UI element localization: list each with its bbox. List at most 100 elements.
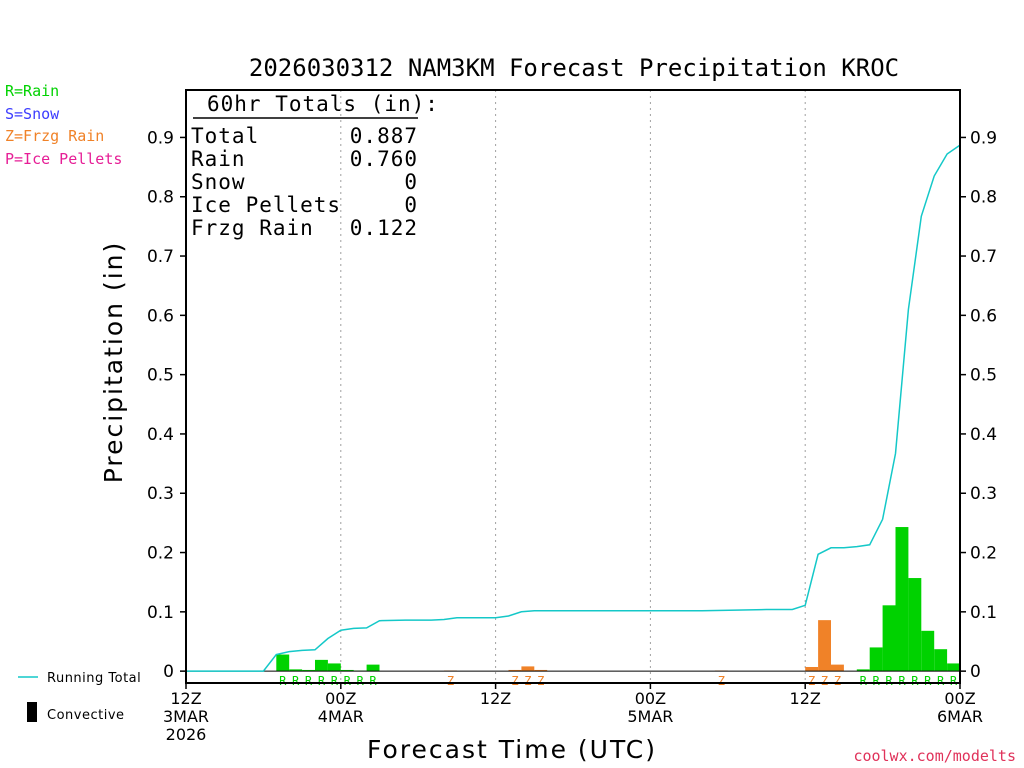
- totals-row-snow: Snow 0: [191, 170, 418, 194]
- totals-value: 0: [404, 170, 418, 194]
- precip-bars: [276, 527, 960, 672]
- y-ticks-right: 0 0.1 0.2 0.3 0.4 0.5 0.6 0.7 0.8 0.9: [960, 128, 997, 682]
- precip-bar: [366, 664, 380, 672]
- precip-bar: [934, 649, 948, 672]
- totals-label: Snow: [191, 170, 246, 194]
- plot-frame: [185, 89, 961, 684]
- convective-label: Convective: [47, 708, 125, 723]
- precip-bar: [818, 620, 831, 672]
- precip-bar: [289, 669, 303, 672]
- precip-bar: [340, 669, 354, 672]
- precip-bar: [534, 669, 548, 672]
- precip-bar: [521, 666, 535, 672]
- type-marker: Z: [524, 674, 531, 688]
- chart-title: 2026030312 NAM3KM Forecast Precipitation…: [249, 54, 899, 82]
- totals-value: 0.760: [350, 147, 418, 171]
- totals-value: 0: [404, 193, 418, 217]
- type-marker: R: [937, 674, 945, 688]
- type-marker: Z: [808, 674, 815, 688]
- precip-bar: [947, 663, 960, 672]
- x-tick-label: 00Z: [635, 689, 666, 708]
- x-tick-label: 3MAR: [163, 707, 209, 726]
- type-marker: R: [369, 674, 377, 688]
- totals-title: 60hr Totals (in):: [207, 92, 439, 116]
- type-marker: R: [331, 674, 339, 688]
- y-tick-label: 0.8: [970, 188, 997, 208]
- type-marker: R: [924, 674, 932, 688]
- x-tick-label: 12Z: [170, 689, 201, 708]
- type-legend: R=Rain S=Snow Z=Frzg Rain P=Ice Pellets: [5, 82, 122, 168]
- type-marker: Z: [537, 674, 544, 688]
- y-tick-label: 0.8: [147, 188, 174, 208]
- type-marker: Z: [834, 674, 841, 688]
- type-marker: R: [357, 674, 365, 688]
- x-tick-label: 00Z: [325, 689, 356, 708]
- type-marker: Z: [447, 674, 454, 688]
- y-tick-label: 0.7: [147, 247, 174, 267]
- precip-bar: [315, 659, 328, 672]
- x-tick-label: 5MAR: [627, 707, 673, 726]
- totals-row-ice-pellets: Ice Pellets 0: [191, 193, 418, 217]
- y-tick-label: 0.7: [970, 247, 997, 267]
- type-marker: R: [885, 674, 893, 688]
- precip-bar: [895, 527, 909, 672]
- totals-box: 60hr Totals (in): Total 0.887 Rain 0.760…: [191, 92, 439, 240]
- y-tick-label: 0.6: [970, 306, 997, 326]
- y-tick-label: 0: [970, 662, 981, 682]
- precip-bar: [276, 654, 290, 672]
- y-tick-label: 0.3: [970, 484, 997, 504]
- credit-link[interactable]: coolwx.com/modelts: [853, 747, 1016, 765]
- type-marker: R: [860, 674, 868, 688]
- line-legend: Running Total Convective: [18, 671, 141, 723]
- y-tick-label: 0.1: [970, 603, 997, 623]
- x-tick-label: 6MAR: [937, 707, 983, 726]
- precip-bar: [831, 664, 844, 672]
- totals-label: Frzg Rain: [191, 216, 314, 240]
- y-tick-label: 0.9: [147, 128, 174, 148]
- type-marker: R: [873, 674, 881, 688]
- legend-ice-pellets: P=Ice Pellets: [5, 150, 122, 168]
- x-tick-label: 12Z: [790, 689, 821, 708]
- type-marker: Z: [821, 674, 828, 688]
- y-tick-label: 0.2: [147, 544, 174, 564]
- y-tick-label: 0.4: [970, 425, 997, 445]
- precip-bar: [856, 669, 870, 672]
- x-tick-label: 4MAR: [318, 707, 364, 726]
- y-tick-label: 0.2: [970, 544, 997, 564]
- type-marker: R: [279, 674, 287, 688]
- y-axis-label: Precipitation (in): [99, 241, 128, 484]
- y-tick-label: 0.5: [147, 366, 174, 386]
- type-marker: Z: [718, 674, 725, 688]
- legend-rain: R=Rain: [5, 82, 59, 100]
- type-marker: R: [292, 674, 300, 688]
- totals-row-total: Total 0.887: [191, 124, 417, 148]
- type-marker: R: [318, 674, 326, 688]
- precip-bar: [869, 647, 883, 672]
- y-ticks-left: 0 0.1 0.2 0.3 0.4 0.5 0.6 0.7 0.8 0.9: [147, 128, 186, 682]
- y-tick-label: 0.3: [147, 484, 174, 504]
- precip-bar: [882, 605, 896, 672]
- totals-label: Total: [191, 124, 259, 148]
- y-tick-label: 0.1: [147, 603, 174, 623]
- totals-row-rain: Rain 0.760: [191, 147, 418, 171]
- legend-snow: S=Snow: [5, 105, 60, 123]
- x-tick-label: 2026: [166, 725, 207, 744]
- running-total-label: Running Total: [47, 671, 141, 686]
- precip-bar: [805, 666, 819, 672]
- totals-row-frzg-rain: Frzg Rain 0.122: [191, 216, 417, 240]
- precip-bar: [921, 630, 935, 672]
- legend-frzg-rain: Z=Frzg Rain: [5, 127, 104, 145]
- precip-bar: [508, 669, 522, 672]
- y-tick-label: 0: [163, 662, 174, 682]
- totals-label: Ice Pellets: [191, 193, 341, 217]
- x-axis-label: Forecast Time (UTC): [367, 735, 657, 764]
- type-marker: R: [305, 674, 313, 688]
- type-marker: R: [911, 674, 919, 688]
- type-marker: R: [344, 674, 352, 688]
- type-marker: R: [898, 674, 906, 688]
- type-marker: Z: [511, 674, 518, 688]
- x-tick-label: 12Z: [480, 689, 511, 708]
